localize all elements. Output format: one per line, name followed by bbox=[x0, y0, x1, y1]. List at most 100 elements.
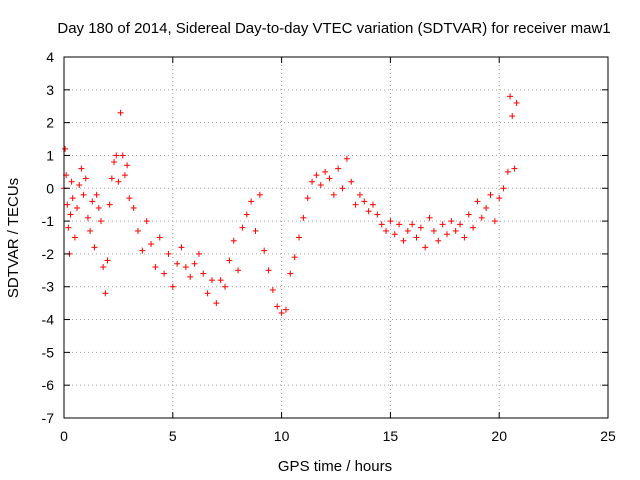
data-point bbox=[265, 267, 272, 274]
data-point bbox=[470, 224, 477, 231]
data-point bbox=[217, 277, 224, 284]
data-point bbox=[80, 191, 87, 198]
data-point bbox=[91, 244, 98, 251]
data-point bbox=[378, 221, 385, 228]
data-point bbox=[352, 201, 359, 208]
data-point bbox=[309, 178, 316, 185]
y-tick-label: -4 bbox=[42, 312, 55, 328]
data-point bbox=[84, 214, 91, 221]
data-point bbox=[62, 145, 69, 152]
data-point bbox=[208, 277, 215, 284]
data-point bbox=[430, 227, 437, 234]
data-point bbox=[291, 254, 298, 261]
data-point bbox=[187, 273, 194, 280]
data-point bbox=[117, 109, 124, 116]
data-point bbox=[452, 227, 459, 234]
data-point bbox=[422, 244, 429, 251]
data-point bbox=[348, 178, 355, 185]
data-point bbox=[102, 290, 109, 297]
grid-lines bbox=[64, 57, 608, 418]
data-point bbox=[174, 260, 181, 267]
data-point bbox=[435, 237, 442, 244]
data-point bbox=[369, 201, 376, 208]
y-tick-label: -3 bbox=[42, 279, 55, 295]
data-point bbox=[87, 227, 94, 234]
data-point bbox=[443, 231, 450, 238]
data-point bbox=[511, 165, 518, 172]
plot-frame bbox=[63, 56, 609, 419]
data-point bbox=[504, 168, 511, 175]
x-tick-labels: 0 5 10 15 20 25 bbox=[60, 428, 616, 444]
data-point bbox=[119, 152, 126, 159]
data-point bbox=[356, 191, 363, 198]
y-tick-label: 3 bbox=[46, 82, 54, 98]
data-point bbox=[457, 221, 464, 228]
data-point bbox=[130, 204, 137, 211]
data-point bbox=[474, 198, 481, 205]
data-point bbox=[178, 244, 185, 251]
data-point bbox=[143, 218, 150, 225]
data-point bbox=[64, 201, 71, 208]
data-point bbox=[478, 214, 485, 221]
data-point bbox=[409, 221, 416, 228]
data-point bbox=[243, 211, 250, 218]
data-point bbox=[278, 309, 285, 316]
y-tick-label: 0 bbox=[46, 180, 54, 196]
data-point bbox=[465, 211, 472, 218]
data-point bbox=[400, 237, 407, 244]
data-point bbox=[124, 162, 131, 169]
data-point bbox=[67, 211, 74, 218]
data-point bbox=[269, 287, 276, 294]
data-point bbox=[322, 168, 329, 175]
data-point bbox=[134, 227, 141, 234]
data-point bbox=[222, 283, 229, 290]
data-point bbox=[374, 211, 381, 218]
data-point bbox=[509, 113, 516, 120]
data-point bbox=[139, 247, 146, 254]
data-point bbox=[326, 175, 333, 182]
data-point bbox=[200, 270, 207, 277]
x-axis-label: GPS time / hours bbox=[278, 458, 392, 475]
y-tick-labels: -7 -6 -5 -4 -3 -2 -1 0 1 2 3 4 bbox=[42, 49, 55, 426]
data-point bbox=[500, 185, 507, 192]
data-point bbox=[69, 195, 76, 202]
data-point bbox=[71, 234, 78, 241]
data-point bbox=[156, 234, 163, 241]
data-point bbox=[108, 175, 115, 182]
data-point bbox=[461, 234, 468, 241]
y-tick-label: 2 bbox=[46, 115, 54, 131]
data-point bbox=[448, 218, 455, 225]
data-point bbox=[417, 224, 424, 231]
data-point bbox=[226, 257, 233, 264]
chart-title: Day 180 of 2014, Sidereal Day-to-day VTE… bbox=[57, 20, 610, 37]
data-point bbox=[204, 290, 211, 297]
data-point bbox=[82, 175, 89, 182]
axis-ticks bbox=[63, 56, 609, 419]
data-point bbox=[361, 198, 368, 205]
data-point bbox=[93, 191, 100, 198]
data-points bbox=[61, 93, 520, 316]
y-tick-label: 4 bbox=[46, 49, 54, 65]
y-axis-label: SDTVAR / TECUs bbox=[5, 178, 22, 298]
data-point bbox=[182, 264, 189, 271]
data-point bbox=[230, 237, 237, 244]
data-point bbox=[343, 155, 350, 162]
data-point bbox=[256, 191, 263, 198]
data-point bbox=[496, 195, 503, 202]
data-point bbox=[413, 234, 420, 241]
data-point bbox=[95, 204, 102, 211]
data-point bbox=[426, 214, 433, 221]
y-tick-label: -1 bbox=[42, 213, 55, 229]
data-point bbox=[97, 218, 104, 225]
data-point bbox=[195, 250, 202, 257]
data-point bbox=[383, 227, 390, 234]
data-point bbox=[235, 267, 242, 274]
data-point bbox=[106, 201, 113, 208]
data-point bbox=[248, 198, 255, 205]
data-point bbox=[78, 165, 85, 172]
x-tick-label: 25 bbox=[600, 428, 616, 444]
data-point bbox=[335, 165, 342, 172]
data-point bbox=[387, 218, 394, 225]
data-point bbox=[126, 195, 133, 202]
